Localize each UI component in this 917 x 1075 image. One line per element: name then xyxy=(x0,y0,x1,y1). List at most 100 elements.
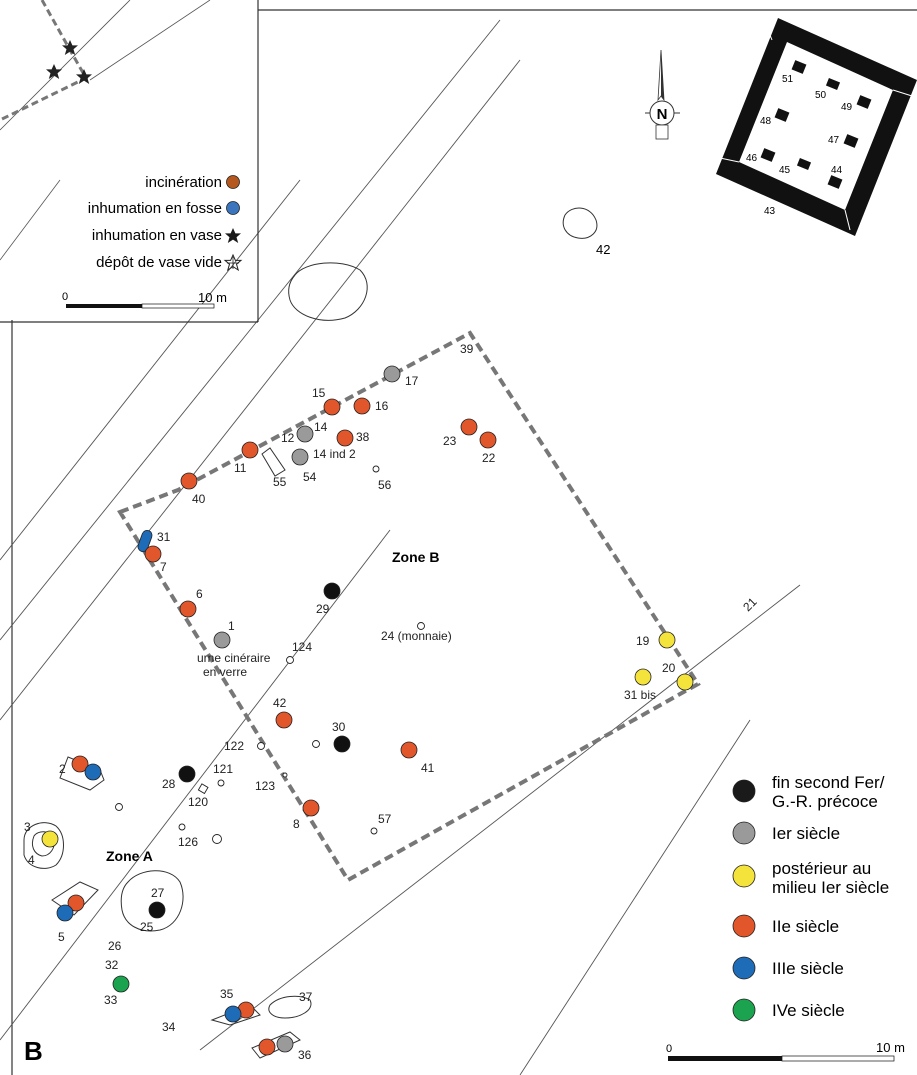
svg-text:28: 28 xyxy=(162,777,176,791)
svg-text:17: 17 xyxy=(405,374,419,388)
svg-text:33: 33 xyxy=(104,993,118,1007)
svg-text:25: 25 xyxy=(140,920,154,934)
scale-top-bar-light xyxy=(141,303,215,309)
svg-text:urne cinéraire: urne cinéraire xyxy=(197,651,271,665)
svg-text:54: 54 xyxy=(303,470,317,484)
feature-2b xyxy=(84,763,102,781)
building-43: 51 50 49 48 47 46 45 44 43 xyxy=(716,18,917,236)
legend-swatch-ive xyxy=(732,998,756,1022)
svg-text:21: 21 xyxy=(740,595,760,615)
svg-text:45: 45 xyxy=(779,165,791,176)
feature-28 xyxy=(178,765,196,783)
feature-36b xyxy=(276,1035,294,1053)
svg-text:44: 44 xyxy=(831,165,843,176)
svg-text:120: 120 xyxy=(188,795,208,809)
feature-11 xyxy=(241,441,259,459)
feature-42 xyxy=(275,711,293,729)
legend-swatch-ier xyxy=(732,821,756,845)
svg-text:16: 16 xyxy=(375,399,389,413)
svg-text:50: 50 xyxy=(815,90,827,101)
zone-a-label: Zone A xyxy=(106,848,153,864)
zone-b-label: Zone B xyxy=(392,549,439,565)
legend-swatch-inhumation-fosse xyxy=(226,201,240,215)
feature-31bis xyxy=(634,668,652,686)
svg-text:27: 27 xyxy=(151,886,165,900)
legend-label-iiie: IIIe siècle xyxy=(772,959,844,978)
svg-text:47: 47 xyxy=(828,135,840,146)
feature-27 xyxy=(148,901,166,919)
svg-text:40: 40 xyxy=(192,492,206,506)
svg-text:14: 14 xyxy=(314,420,328,434)
legend-label-fer-1: fin second Fer/ xyxy=(772,773,885,792)
svg-text:2: 2 xyxy=(59,762,66,776)
svg-text:56: 56 xyxy=(378,478,392,492)
feature-17 xyxy=(383,365,401,383)
svg-text:24 (monnaie): 24 (monnaie) xyxy=(381,629,452,643)
feature-labels: 17 15 16 14 12 38 14 ind 2 11 54 55 56 2… xyxy=(24,342,760,1062)
legend-item-depot-vase: dépôt de vase vide xyxy=(96,254,222,271)
legend-item-inhumation-vase: inhumation en vase xyxy=(92,227,222,244)
pits xyxy=(23,207,598,1059)
legend-swatch-post xyxy=(732,864,756,888)
svg-text:39: 39 xyxy=(460,342,474,356)
feature-5b xyxy=(56,904,74,922)
svg-text:20: 20 xyxy=(662,661,676,675)
scale-top-end: 10 m xyxy=(198,290,227,305)
feature-41 xyxy=(400,741,418,759)
svg-text:37: 37 xyxy=(299,990,313,1004)
inset-frame xyxy=(0,0,259,323)
north-label: N xyxy=(657,106,668,123)
small-features xyxy=(115,465,425,844)
road-lines xyxy=(0,19,801,1075)
feature-35b xyxy=(224,1005,242,1023)
feature-6 xyxy=(179,600,197,618)
feature-8 xyxy=(302,799,320,817)
legend-swatch-fer xyxy=(732,779,756,803)
scale-bottom-bar-light xyxy=(781,1055,895,1062)
scale-bottom-bar-dark xyxy=(668,1056,782,1061)
svg-text:14 ind 2: 14 ind 2 xyxy=(313,447,356,461)
legend-swatch-incineration xyxy=(226,175,240,189)
feature-38 xyxy=(336,429,354,447)
svg-text:4: 4 xyxy=(28,853,35,867)
north-arrow-icon: N xyxy=(645,49,680,140)
feature-22 xyxy=(479,431,497,449)
feature-30 xyxy=(333,735,351,753)
svg-text:34: 34 xyxy=(162,1020,176,1034)
legend-label-post-2: milieu Ier siècle xyxy=(772,878,889,897)
legend-outline-star-icon xyxy=(223,253,243,272)
legend-label-ier: Ier siècle xyxy=(772,824,840,843)
enclosure-zone-b xyxy=(117,330,701,883)
svg-text:123: 123 xyxy=(255,779,275,793)
label-42-pit: 42 xyxy=(596,242,610,257)
svg-text:35: 35 xyxy=(220,987,234,1001)
svg-text:126: 126 xyxy=(178,835,198,849)
svg-text:55: 55 xyxy=(273,475,287,489)
feature-14-ind2 xyxy=(291,448,309,466)
svg-text:7: 7 xyxy=(160,560,167,574)
svg-text:en verre: en verre xyxy=(203,665,247,679)
feature-16 xyxy=(353,397,371,415)
svg-text:121: 121 xyxy=(213,762,233,776)
svg-text:38: 38 xyxy=(356,430,370,444)
scale-bottom-start: 0 xyxy=(666,1043,672,1055)
svg-text:29: 29 xyxy=(316,602,330,616)
legend-label-fer-2: G.-R. précoce xyxy=(772,792,878,811)
feature-dots xyxy=(41,365,694,1056)
svg-text:49: 49 xyxy=(841,102,853,113)
svg-text:43: 43 xyxy=(764,206,776,217)
svg-text:8: 8 xyxy=(293,817,300,831)
svg-text:19: 19 xyxy=(636,634,650,648)
svg-text:57: 57 xyxy=(378,812,392,826)
feature-3 xyxy=(41,830,59,848)
svg-text:51: 51 xyxy=(782,74,794,85)
feature-40 xyxy=(180,472,198,490)
feature-29 xyxy=(323,582,341,600)
svg-text:26: 26 xyxy=(108,939,122,953)
panel-letter: B xyxy=(24,1036,43,1066)
legend-bottom: fin second Fer/ G.-R. précoce Ier siècle… xyxy=(666,773,905,1062)
legend-label-ive: IVe siècle xyxy=(772,1001,845,1020)
feature-23 xyxy=(460,418,478,436)
feature-36 xyxy=(258,1038,276,1056)
